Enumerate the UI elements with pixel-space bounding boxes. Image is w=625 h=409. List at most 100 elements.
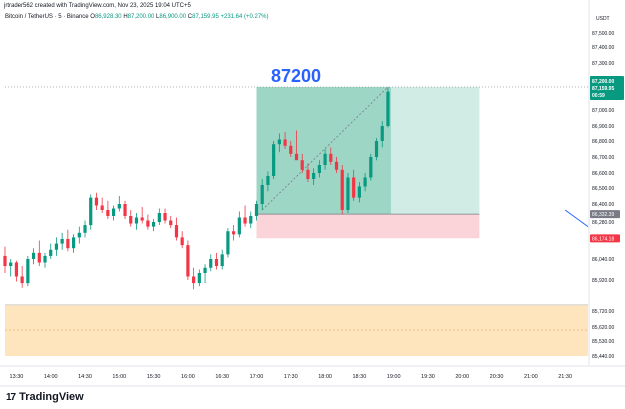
candle-body-67 (386, 91, 390, 126)
candle-body-31 (180, 237, 184, 246)
x-tick-label: 16:00 (181, 374, 195, 380)
current-price-tag-line: 87,200.00 (592, 79, 614, 85)
y-tick-label: 85,920.00 (592, 278, 614, 284)
candle-body-64 (369, 157, 373, 178)
y-tick-label: 87,500.00 (592, 31, 614, 37)
symbol-legend: Bitcoin / TetherUS · 5 · Binance O86,928… (5, 14, 269, 20)
target-zone-filled (256, 87, 391, 215)
x-tick-label: 19:30 (421, 374, 435, 380)
stop-zone (256, 214, 480, 239)
legend-low-label: L (156, 14, 160, 20)
grid (0, 0, 625, 387)
x-tick-label: 19:00 (387, 374, 401, 380)
candle-body-19 (111, 208, 116, 216)
x-tick-label: 20:30 (490, 374, 504, 380)
x-tick-label: 17:00 (250, 374, 264, 380)
candle-body-62 (357, 186, 361, 198)
y-tick-label: 87,400.00 (592, 45, 614, 51)
price-annotation[interactable]: 87200 (271, 66, 321, 86)
candle-body-13 (77, 232, 81, 238)
candle-body-46 (266, 176, 270, 185)
candle-body-59 (340, 169, 344, 210)
candle-body-0 (3, 255, 7, 266)
candle-body-55 (317, 165, 321, 173)
candle-body-29 (169, 220, 173, 226)
candle-body-28 (163, 213, 167, 221)
current-price-tag-bg (590, 76, 624, 100)
candle-body-45 (260, 185, 264, 204)
support-zone (5, 304, 588, 356)
y-tick-label: 86,600.00 (592, 171, 614, 177)
candle-body-14 (83, 225, 87, 233)
candle-body-57 (329, 153, 333, 162)
candle-body-50 (289, 145, 293, 154)
x-tick-label: 16:30 (215, 374, 229, 380)
candle-body-27 (157, 213, 161, 222)
candle-body-36 (209, 259, 213, 268)
candle-body-41 (237, 217, 241, 235)
y-tick-label: 85,530.00 (592, 339, 614, 345)
tradingview-logo[interactable]: 17 TradingView (6, 389, 84, 405)
candles (3, 87, 390, 290)
currency-label: USDT (596, 16, 610, 22)
current-price-tag-line: 00:59 (592, 93, 605, 99)
trendline (564, 209, 589, 228)
legend-open-label: O (90, 14, 95, 20)
x-tick-label: 15:30 (147, 374, 161, 380)
entry-price-tag: 86,332.39 (590, 210, 620, 219)
candle-body-30 (174, 225, 179, 238)
candle-body-17 (100, 205, 104, 210)
candle-body-38 (220, 254, 224, 266)
legend-high-label: H (123, 14, 128, 20)
legend-symbol: Bitcoin / TetherUS · 5 · Binance (5, 14, 89, 20)
candle-body-9 (54, 243, 59, 250)
candle-body-58 (334, 161, 339, 170)
y-tick-label: 86,800.00 (592, 139, 614, 145)
chart-credit-line: jrtrader562 created with TradingView.com… (4, 3, 191, 9)
y-tick-label: 85,720.00 (592, 309, 614, 315)
x-tick-label: 17:30 (284, 374, 298, 380)
overlays (5, 86, 589, 228)
candle-body-35 (203, 267, 207, 273)
candle-body-2 (14, 262, 19, 277)
candle-body-52 (300, 160, 304, 170)
tradingview-mark-icon: 17 (6, 391, 16, 403)
candle-body-11 (66, 238, 70, 249)
candle-body-48 (277, 139, 281, 145)
candle-body-22 (129, 216, 133, 224)
candle-body-33 (192, 276, 196, 284)
entry-price-tag-text: 86,332.39 (592, 212, 614, 218)
y-tick-label: 86,500.00 (592, 186, 614, 192)
candle-body-25 (146, 220, 150, 227)
candle-body-12 (71, 237, 76, 249)
candle-body-51 (294, 153, 299, 161)
candle-body-10 (60, 238, 64, 244)
legend-close: 87,159.95 (192, 14, 219, 20)
x-tick-label: 21:00 (524, 374, 538, 380)
candle-body-32 (186, 245, 190, 277)
candle-body-43 (249, 216, 253, 224)
candle-body-66 (380, 126, 384, 141)
candle-body-60 (346, 177, 350, 210)
candle-body-63 (363, 177, 367, 187)
candle-body-37 (214, 259, 219, 266)
x-tick-label: 18:30 (352, 374, 366, 380)
x-tick-label: 20:00 (455, 374, 469, 380)
candle-body-44 (254, 204, 259, 216)
y-tick-label: 86,900.00 (592, 124, 614, 130)
candle-body-5 (31, 252, 36, 259)
y-tick-label: 86,700.00 (592, 155, 614, 161)
x-tick-label: 13:30 (10, 374, 24, 380)
candle-body-26 (152, 222, 156, 227)
y-tick-label: 87,300.00 (592, 61, 614, 67)
candle-body-34 (197, 273, 201, 284)
candle-body-3 (20, 276, 24, 284)
x-tick-label: 21:30 (558, 374, 572, 380)
current-price-tag-line: 87,159.95 (592, 86, 614, 92)
legend-change: +231.64 (+0.27%) (220, 14, 269, 20)
y-tick-label: 87,000.00 (592, 108, 614, 114)
y-tick-label: 85,440.00 (592, 354, 614, 360)
target-zone (256, 87, 480, 215)
